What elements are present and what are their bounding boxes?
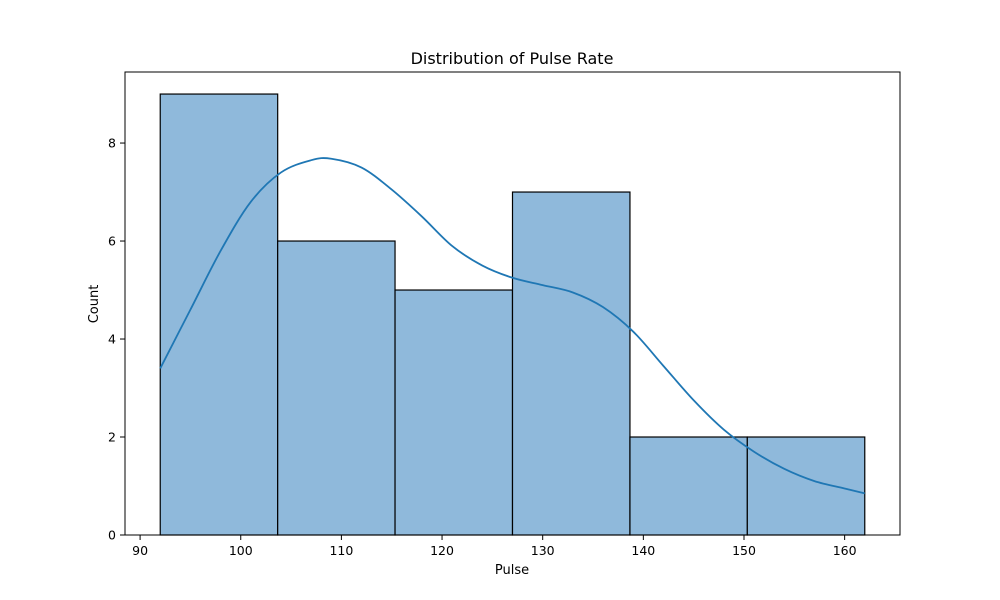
chart-title: Distribution of Pulse Rate [411,49,614,68]
histogram-bar [746,436,866,536]
y-tick-label: 4 [108,332,116,347]
x-tick-label: 100 [229,543,253,558]
y-tick-label: 2 [108,430,116,445]
x-tick-label: 140 [631,543,655,558]
histogram-bar [277,240,396,536]
kde-curve [159,157,865,495]
y-tick-label: 6 [108,234,116,249]
y-tick-label: 0 [108,528,116,543]
histogram-bar [394,289,514,536]
x-tick-label: 160 [833,543,857,558]
x-tick-label: 90 [132,543,148,558]
plot-frame [124,71,901,536]
x-axis-label: Pulse [495,563,529,578]
histogram-bar [511,191,631,536]
histogram-bar [159,93,279,536]
x-tick-label: 120 [430,543,454,558]
y-tick-label: 8 [108,136,116,151]
x-tick-label: 130 [531,543,555,558]
histogram-bar [629,436,748,536]
histogram-bars [159,93,866,536]
x-tick-label: 150 [732,543,756,558]
y-axis: 0 2 4 6 8 [108,136,125,543]
x-axis: 90 100 110 120 130 140 150 160 [132,535,857,558]
x-tick-label: 110 [329,543,353,558]
y-axis-label: Count [87,285,102,324]
